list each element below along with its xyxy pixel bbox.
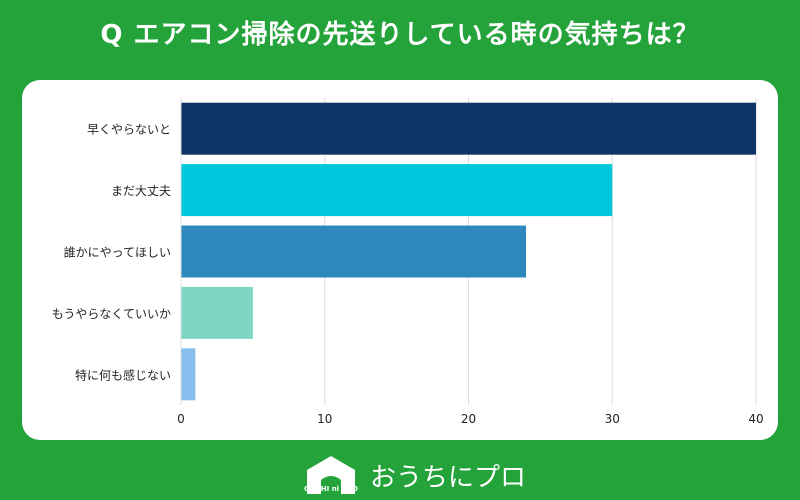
category-label: もうやらなくていいか <box>52 307 171 321</box>
house-logo-icon <box>307 456 355 494</box>
bar <box>181 348 196 401</box>
bar <box>181 225 526 278</box>
footer: OUCHI ni PRO おうちにプロ <box>0 448 800 500</box>
category-label: 早くやらないと <box>87 123 171 137</box>
x-tick-label: 10 <box>317 412 332 426</box>
bar-chart: 0 10 20 30 40 早くやらないとまだ大丈夫誰かにやってほしいもうやらなくていいか… <box>52 98 764 426</box>
bar <box>181 286 253 339</box>
x-tick-label: 20 <box>461 412 476 426</box>
logo-text: おうちにプロ <box>370 463 527 493</box>
category-label: 特に何も感じない <box>75 367 171 382</box>
x-tick-label: 30 <box>605 412 620 426</box>
chart-card: 0 10 20 30 40 早くやらないとまだ大丈夫誰かにやってほしいもうやらなくていいか… <box>22 80 778 440</box>
x-tick-label: 0 <box>177 412 185 426</box>
category-label: まだ大丈夫 <box>111 184 171 198</box>
bar <box>181 102 756 155</box>
category-label: 誰かにやってほしい <box>64 245 171 260</box>
bar <box>181 164 613 217</box>
x-tick-label: 40 <box>748 412 763 426</box>
chart-title: Q エアコン掃除の先送りしている時の気持ちは？ <box>100 20 700 50</box>
logo-small-text: OUCHI ni PRO <box>304 485 358 493</box>
